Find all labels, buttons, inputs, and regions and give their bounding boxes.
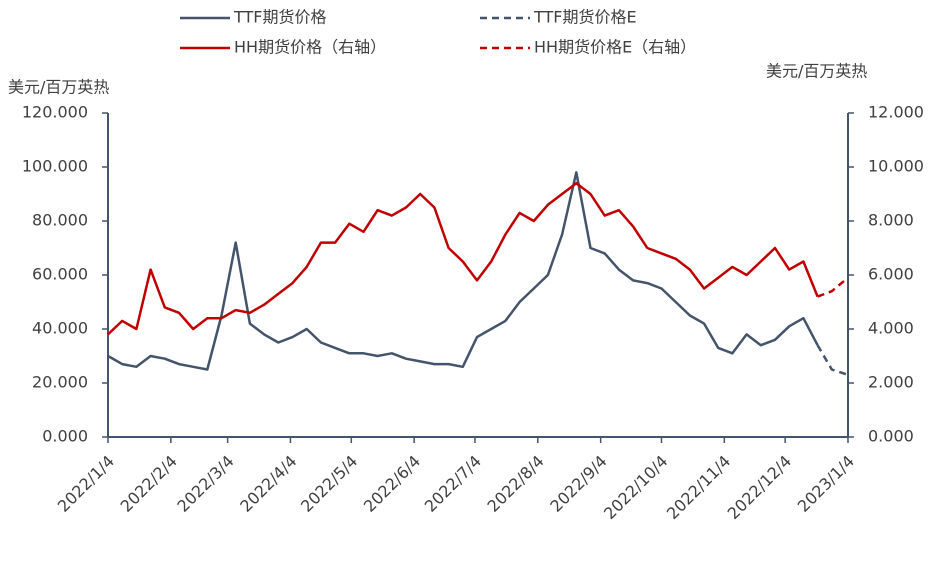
y-tick-label: 120.000 bbox=[22, 103, 88, 122]
x-tick-label: 2022/7/4 bbox=[421, 452, 485, 516]
legend-label: HH期货价格E（右轴） bbox=[534, 38, 696, 57]
y-tick-label: 20.000 bbox=[32, 373, 88, 392]
y-tick-label: 0.000 bbox=[42, 427, 88, 446]
legend-label: TTF期货价格E bbox=[533, 8, 637, 27]
x-tick-label: 2022/2/4 bbox=[117, 452, 181, 516]
y2-tick-label: 8.000 bbox=[868, 211, 914, 230]
x-tick-label: 2022/3/4 bbox=[173, 452, 237, 516]
series-line bbox=[816, 344, 849, 377]
x-tick-label: 2022/12/4 bbox=[724, 452, 795, 523]
y2-tick-label: 10.000 bbox=[868, 157, 924, 176]
y2-tick-label: 12.000 bbox=[868, 103, 924, 122]
series-line bbox=[107, 181, 819, 336]
x-tick-label: 2023/1/4 bbox=[794, 452, 858, 516]
y2-tick-label: 4.000 bbox=[868, 319, 914, 338]
y-tick-label: 60.000 bbox=[32, 265, 88, 284]
x-tick-label: 2022/11/4 bbox=[663, 452, 734, 523]
y-tick-label: 80.000 bbox=[32, 211, 88, 230]
y2-tick-label: 2.000 bbox=[868, 373, 914, 392]
x-tick-label: 2022/10/4 bbox=[600, 452, 671, 523]
y-tick-label: 100.000 bbox=[22, 157, 88, 176]
x-tick-label: 2022/6/4 bbox=[360, 452, 424, 516]
x-tick-label: 2022/4/4 bbox=[236, 452, 300, 516]
legend-label: HH期货价格（右轴） bbox=[234, 38, 386, 57]
x-tick-label: 2022/9/4 bbox=[546, 452, 610, 516]
y2-tick-label: 6.000 bbox=[868, 265, 914, 284]
y-axis-label: 美元/百万英热 bbox=[8, 78, 109, 97]
legend-label: TTF期货价格 bbox=[233, 8, 326, 27]
y2-tick-label: 0.000 bbox=[868, 427, 914, 446]
series-line bbox=[817, 276, 849, 298]
y-tick-label: 40.000 bbox=[32, 319, 88, 338]
x-tick-label: 2022/5/4 bbox=[297, 452, 361, 516]
series-line bbox=[107, 171, 819, 371]
x-tick-label: 2022/1/4 bbox=[54, 452, 118, 516]
y2-axis-label: 美元/百万英热 bbox=[766, 62, 867, 81]
x-tick-label: 2022/8/4 bbox=[484, 452, 548, 516]
